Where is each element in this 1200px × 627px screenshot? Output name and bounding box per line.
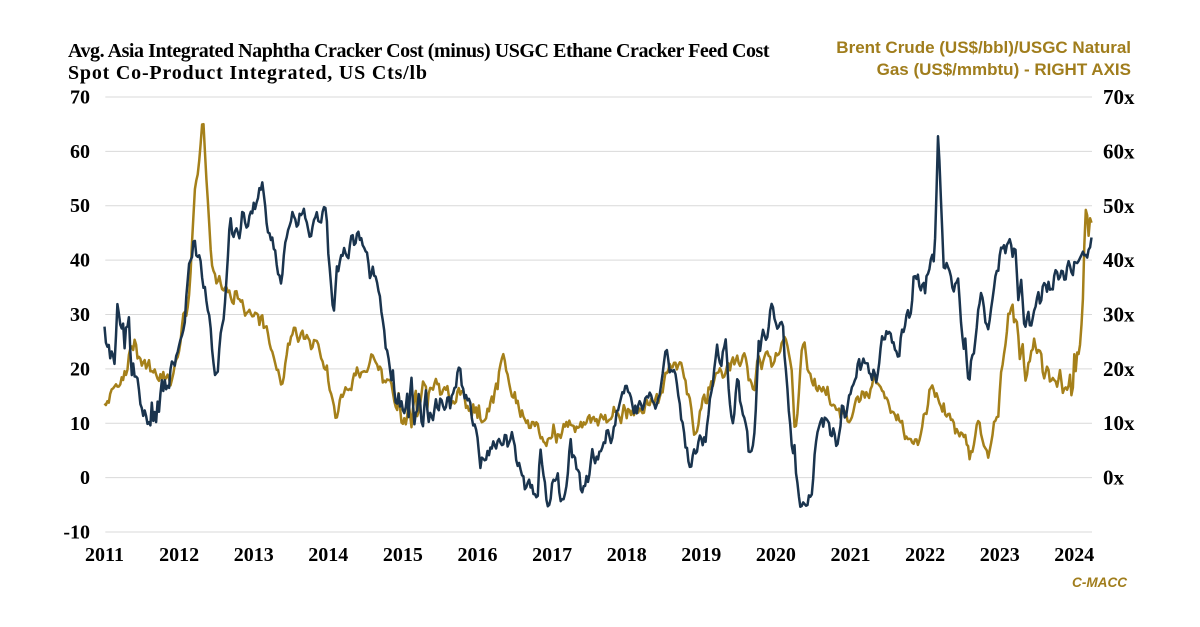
- svg-text:50: 50: [70, 195, 90, 217]
- svg-text:20x: 20x: [1103, 357, 1135, 381]
- svg-text:2020: 2020: [756, 544, 796, 566]
- svg-text:30x: 30x: [1103, 303, 1135, 327]
- svg-text:70: 70: [70, 87, 90, 109]
- svg-text:2022: 2022: [905, 544, 945, 566]
- svg-text:2011: 2011: [85, 544, 124, 566]
- svg-text:2023: 2023: [980, 544, 1020, 566]
- svg-text:2013: 2013: [234, 544, 274, 566]
- svg-text:-10: -10: [63, 522, 90, 544]
- svg-text:60: 60: [70, 141, 90, 163]
- svg-text:40x: 40x: [1103, 248, 1135, 272]
- svg-text:40: 40: [70, 250, 90, 272]
- svg-text:0: 0: [80, 467, 90, 489]
- svg-text:50x: 50x: [1103, 194, 1135, 218]
- svg-text:2018: 2018: [607, 544, 647, 566]
- svg-text:60x: 60x: [1103, 139, 1135, 163]
- svg-text:2021: 2021: [831, 544, 871, 566]
- svg-text:2019: 2019: [681, 544, 721, 566]
- svg-text:30: 30: [70, 304, 90, 326]
- svg-text:2015: 2015: [383, 544, 423, 566]
- svg-text:2014: 2014: [308, 544, 348, 566]
- svg-text:2024: 2024: [1054, 544, 1094, 566]
- svg-text:10x: 10x: [1103, 411, 1135, 435]
- svg-text:0x: 0x: [1103, 466, 1125, 490]
- svg-text:2017: 2017: [532, 544, 572, 566]
- svg-text:70x: 70x: [1103, 85, 1135, 109]
- svg-text:2012: 2012: [159, 544, 199, 566]
- svg-text:10: 10: [70, 413, 90, 435]
- svg-text:20: 20: [70, 358, 90, 380]
- svg-text:2016: 2016: [458, 544, 498, 566]
